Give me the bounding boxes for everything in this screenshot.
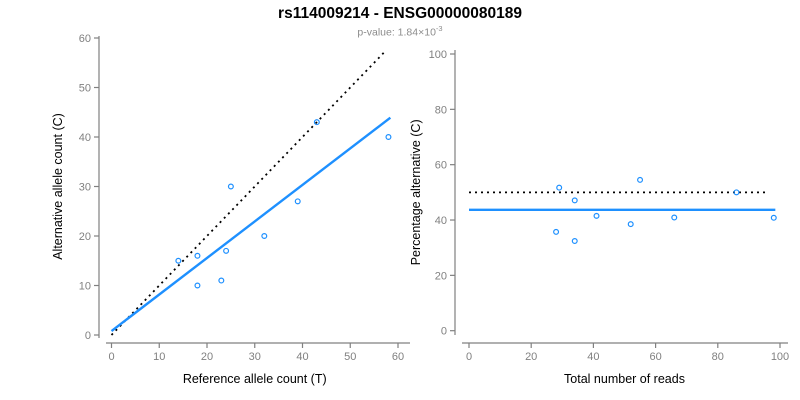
y-tick-label: 100 bbox=[429, 49, 447, 61]
data-point bbox=[194, 282, 201, 289]
identity-reference-line bbox=[110, 49, 387, 336]
y-tick-label: 20 bbox=[79, 231, 91, 243]
x-tick-label: 20 bbox=[201, 351, 213, 363]
x-tick-label: 40 bbox=[587, 351, 599, 363]
x-axis-title: Reference allele count (T) bbox=[183, 372, 327, 386]
page-title: rs114009214 - ENSG00000080189 bbox=[278, 5, 522, 22]
data-point bbox=[218, 277, 225, 284]
data-point bbox=[770, 214, 777, 221]
x-tick-label: 60 bbox=[649, 351, 661, 363]
data-point bbox=[385, 134, 392, 141]
percentage-alternative-scatter-plot: 0 20 40 60 80 100 0 20 40 60 80 100 Total number of … bbox=[409, 49, 789, 386]
p-value-subtitle: p-value: 1.84×10-3 bbox=[0, 24, 800, 39]
x-axis-title: Total number of reads bbox=[564, 372, 685, 386]
y-tick-label: 30 bbox=[79, 182, 91, 194]
x-tick-label: 10 bbox=[153, 351, 165, 363]
y-tick-label: 60 bbox=[435, 160, 447, 172]
data-point bbox=[593, 212, 600, 219]
y-tick-label: 10 bbox=[79, 281, 91, 293]
data-point bbox=[627, 221, 634, 228]
fitted-trend-line bbox=[110, 116, 392, 332]
x-tick-label: 60 bbox=[392, 351, 404, 363]
p-value-text: p-value: 1.84×10 bbox=[357, 26, 436, 39]
x-tick-label: 0 bbox=[108, 351, 114, 363]
data-point bbox=[227, 183, 234, 190]
y-tick-label: 40 bbox=[79, 132, 91, 144]
y-tick-label: 0 bbox=[85, 330, 91, 342]
x-tick-label: 0 bbox=[466, 351, 472, 363]
x-tick-label: 50 bbox=[344, 351, 356, 363]
data-point bbox=[261, 233, 268, 240]
data-point bbox=[313, 119, 320, 126]
y-tick-label: 50 bbox=[79, 83, 91, 95]
data-point bbox=[175, 257, 182, 264]
p-value-exponent: -3 bbox=[435, 24, 443, 33]
x-tick-label: 100 bbox=[771, 351, 789, 363]
data-point bbox=[637, 176, 644, 183]
y-axis-title: Percentage alternative (C) bbox=[409, 119, 423, 265]
data-point bbox=[553, 228, 560, 235]
data-point bbox=[556, 184, 563, 191]
data-point bbox=[733, 189, 740, 196]
x-tick-label: 20 bbox=[525, 351, 537, 363]
y-tick-label: 40 bbox=[435, 215, 447, 227]
data-point bbox=[194, 252, 201, 259]
allele-count-scatter-plot: 0 10 20 30 40 50 60 0 10 20 30 40 50 60 Reference alle… bbox=[51, 33, 410, 386]
data-point bbox=[223, 247, 230, 254]
x-tick-label: 40 bbox=[296, 351, 308, 363]
data-point bbox=[294, 198, 301, 205]
x-tick-label: 30 bbox=[249, 351, 261, 363]
y-tick-label: 20 bbox=[435, 270, 447, 282]
data-point bbox=[571, 238, 578, 245]
y-axis-title: Alternative allele count (C) bbox=[51, 113, 65, 260]
x-tick-label: 80 bbox=[712, 351, 724, 363]
y-tick-label: 60 bbox=[79, 33, 91, 45]
y-tick-label: 0 bbox=[441, 326, 447, 338]
data-point bbox=[571, 197, 578, 204]
data-point bbox=[671, 214, 678, 221]
y-tick-label: 80 bbox=[435, 104, 447, 116]
